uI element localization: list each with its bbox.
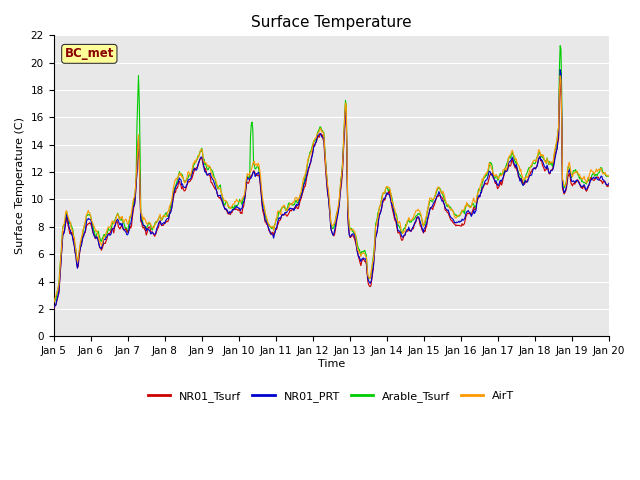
AirT [605, 173, 612, 179]
NR01_PRT [60, 231, 67, 237]
Arable_Tsurf [556, 43, 564, 48]
NR01_PRT [203, 171, 211, 177]
NR01_Tsurf [556, 79, 564, 85]
NR01_PRT [399, 234, 406, 240]
Line: NR01_PRT: NR01_PRT [54, 70, 609, 310]
NR01_PRT [415, 214, 422, 220]
AirT [173, 176, 181, 182]
AirT [556, 73, 564, 79]
NR01_PRT [173, 181, 181, 187]
Arable_Tsurf [415, 212, 422, 217]
NR01_Tsurf [203, 170, 211, 176]
Text: BC_met: BC_met [65, 48, 114, 60]
NR01_PRT [50, 307, 58, 312]
AirT [50, 300, 58, 306]
NR01_Tsurf [415, 215, 422, 221]
NR01_PRT [605, 180, 612, 186]
NR01_Tsurf [605, 183, 612, 189]
NR01_Tsurf [117, 224, 125, 230]
Arable_Tsurf [605, 173, 612, 179]
Line: NR01_Tsurf: NR01_Tsurf [54, 82, 609, 310]
Y-axis label: Surface Temperature (C): Surface Temperature (C) [15, 117, 25, 254]
Arable_Tsurf [203, 165, 211, 170]
Arable_Tsurf [173, 179, 181, 184]
Arable_Tsurf [50, 303, 58, 309]
Title: Surface Temperature: Surface Temperature [251, 15, 412, 30]
AirT [60, 222, 67, 228]
NR01_PRT [556, 67, 564, 72]
NR01_Tsurf [173, 185, 181, 191]
Legend: NR01_Tsurf, NR01_PRT, Arable_Tsurf, AirT: NR01_Tsurf, NR01_PRT, Arable_Tsurf, AirT [143, 387, 519, 407]
Line: Arable_Tsurf: Arable_Tsurf [54, 46, 609, 306]
NR01_Tsurf [399, 237, 406, 243]
NR01_Tsurf [60, 229, 67, 235]
NR01_Tsurf [50, 307, 58, 313]
AirT [399, 230, 406, 236]
Line: AirT: AirT [54, 76, 609, 303]
X-axis label: Time: Time [317, 359, 345, 369]
AirT [203, 160, 211, 166]
AirT [415, 208, 422, 214]
NR01_PRT [117, 220, 125, 226]
AirT [117, 215, 125, 220]
Arable_Tsurf [60, 223, 67, 228]
Arable_Tsurf [399, 230, 406, 236]
Arable_Tsurf [117, 217, 125, 223]
